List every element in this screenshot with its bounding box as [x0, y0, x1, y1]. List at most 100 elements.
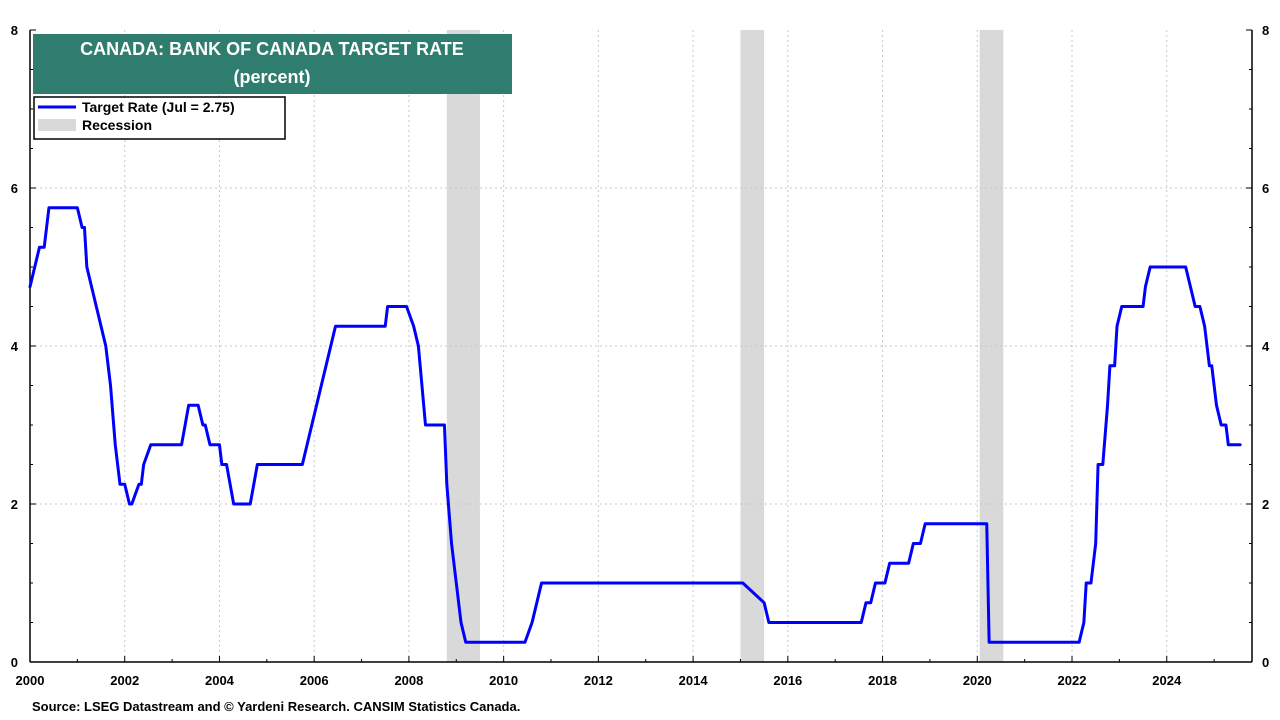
- title-background: [33, 34, 512, 94]
- data-point: [919, 542, 922, 545]
- data-point: [131, 503, 133, 505]
- data-point: [325, 365, 327, 367]
- data-point: [384, 325, 386, 327]
- data-point: [1085, 582, 1087, 584]
- data-point: [83, 226, 86, 229]
- data-point: [1078, 641, 1080, 643]
- xtick-label: 2004: [205, 673, 235, 688]
- data-point: [424, 424, 427, 426]
- data-point: [86, 266, 88, 268]
- data-point: [1194, 305, 1196, 308]
- data-point: [870, 602, 872, 604]
- data-point: [311, 424, 313, 426]
- data-point: [76, 207, 78, 209]
- data-point: [38, 246, 41, 248]
- ytick-right-label: 2: [1262, 497, 1269, 512]
- data-point: [221, 463, 223, 466]
- data-point: [1097, 463, 1099, 466]
- legend-box: [33, 96, 286, 140]
- data-point: [1095, 542, 1097, 545]
- data-point: [924, 523, 926, 525]
- title-box: CANADA: BANK OF CANADA TARGET RATE (perc…: [33, 34, 512, 94]
- ytick-left-label: 6: [11, 181, 18, 196]
- data-point: [1239, 444, 1241, 446]
- data-point: [48, 207, 50, 209]
- data-point: [455, 582, 457, 584]
- data-point: [150, 444, 152, 446]
- data-point: [209, 444, 211, 446]
- data-point: [105, 345, 107, 347]
- data-point: [1199, 305, 1201, 308]
- ytick-right-label: 8: [1262, 23, 1269, 38]
- data-point: [320, 384, 322, 387]
- data-point: [768, 621, 770, 624]
- data-point: [124, 483, 126, 485]
- data-point: [865, 602, 867, 604]
- data-point: [1185, 266, 1187, 268]
- xtick-label: 2016: [773, 673, 802, 688]
- data-point: [114, 444, 116, 446]
- data-point: [1114, 365, 1116, 367]
- data-point: [306, 444, 308, 446]
- data-point: [1121, 305, 1123, 308]
- data-point: [29, 286, 31, 288]
- xtick-label: 2018: [868, 673, 897, 688]
- data-point: [417, 345, 419, 347]
- data-point: [524, 641, 526, 643]
- data-point: [1116, 325, 1118, 327]
- ytick-right-label: 4: [1262, 339, 1270, 354]
- data-point: [912, 542, 914, 545]
- data-point: [884, 582, 886, 584]
- legend-label-recession: Recession: [82, 117, 152, 133]
- xtick-label: 2020: [963, 673, 992, 688]
- chart-title: CANADA: BANK OF CANADA TARGET RATE: [80, 39, 464, 59]
- data-point: [988, 641, 990, 643]
- data-point: [540, 582, 543, 584]
- data-point: [763, 602, 765, 604]
- data-point: [1227, 444, 1229, 446]
- data-point: [536, 602, 538, 604]
- data-point: [249, 503, 251, 505]
- data-point: [128, 503, 131, 505]
- xtick-label: 2008: [394, 673, 423, 688]
- data-point: [1142, 305, 1144, 308]
- xtick-label: 2000: [16, 673, 45, 688]
- data-point: [460, 621, 462, 624]
- data-point: [109, 384, 112, 387]
- data-point: [225, 463, 228, 466]
- data-point: [1106, 404, 1109, 406]
- data-point: [990, 641, 993, 643]
- data-point: [908, 562, 910, 564]
- data-point: [1125, 305, 1128, 308]
- data-point: [1215, 404, 1218, 406]
- ytick-left-label: 8: [11, 23, 18, 38]
- xtick-label: 2006: [300, 673, 329, 688]
- data-point: [334, 325, 337, 327]
- ytick-right-label: 0: [1262, 655, 1269, 670]
- data-point: [469, 641, 472, 643]
- data-point: [986, 523, 988, 525]
- series-line-target-rate: [28, 206, 1242, 644]
- data-point: [143, 463, 145, 466]
- data-point: [1211, 365, 1213, 367]
- data-point: [90, 286, 93, 288]
- data-point: [330, 345, 332, 347]
- data-point: [119, 483, 121, 485]
- data-point: [233, 503, 235, 505]
- ytick-left-label: 0: [11, 655, 18, 670]
- data-point: [1208, 365, 1210, 367]
- data-point: [531, 621, 533, 624]
- grid-layer: [30, 30, 1252, 662]
- data-point: [874, 582, 877, 584]
- legend-band-swatch: [38, 119, 76, 131]
- axis-layer: 0 0 2 2 4 4 6 6 8 8 2000 2002 2004 2006 2008 2010 2012 20…: [11, 23, 1270, 688]
- chart-subtitle: (percent): [233, 67, 310, 87]
- data-point: [188, 404, 190, 406]
- data-point: [138, 483, 140, 485]
- data-point: [413, 325, 415, 327]
- data-point: [1102, 463, 1104, 466]
- data-point: [34, 266, 36, 268]
- data-point: [202, 424, 204, 426]
- legend-label-target-rate: Target Rate (Jul = 2.75): [82, 99, 235, 115]
